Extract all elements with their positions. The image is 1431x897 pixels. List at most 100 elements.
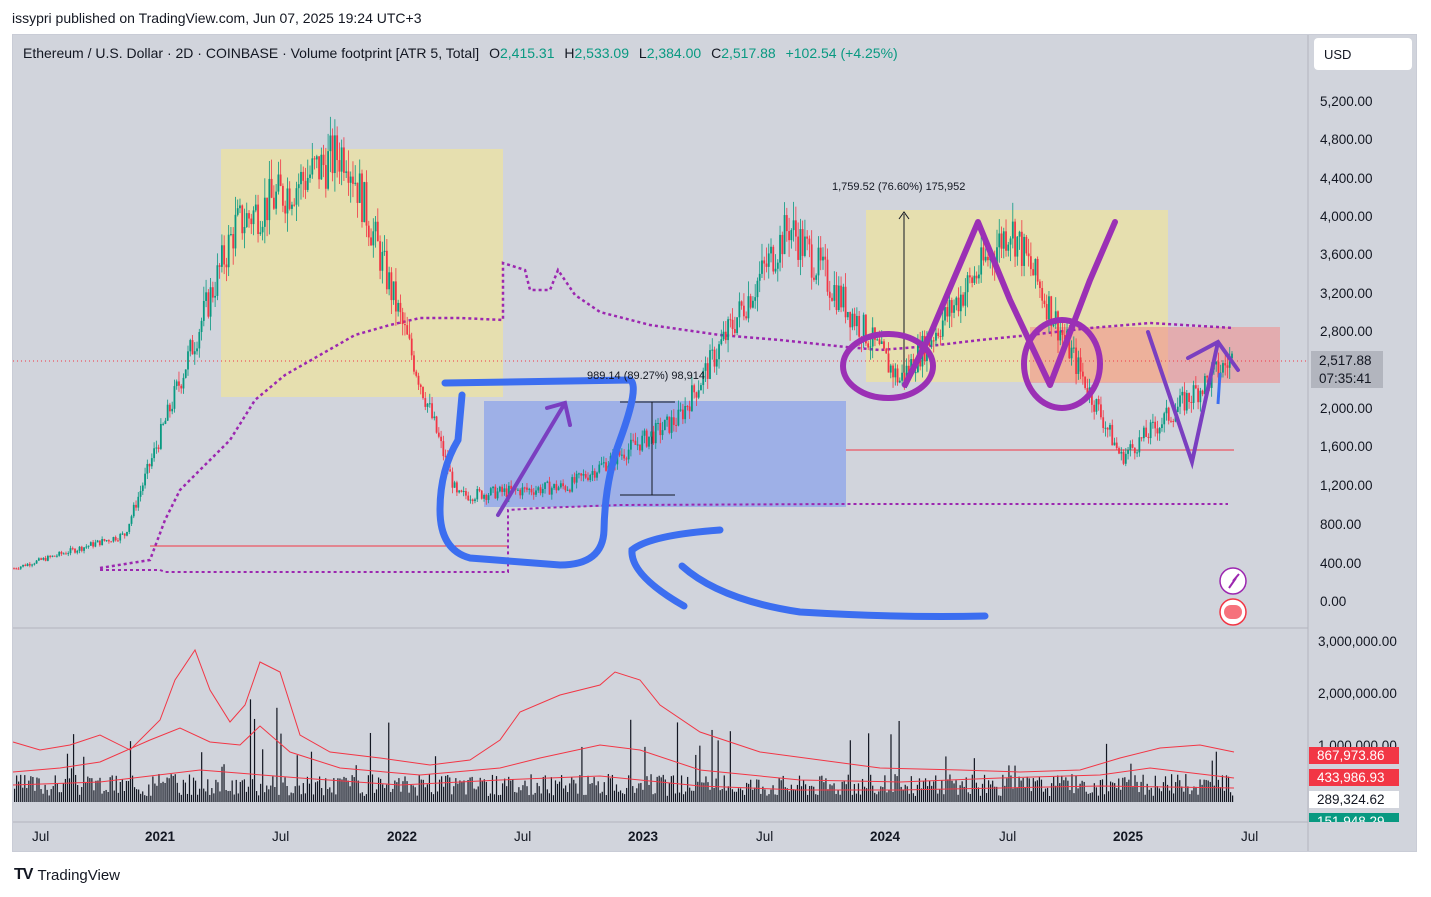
volume-bar <box>251 779 254 802</box>
volume-bar <box>125 780 128 802</box>
volume-bar <box>178 792 180 802</box>
candle-body <box>1070 347 1073 359</box>
volume-bar <box>136 789 138 802</box>
candle-body <box>1000 233 1003 249</box>
volume-bar <box>457 783 459 802</box>
volume-bar <box>632 786 634 802</box>
candle-body <box>571 477 574 492</box>
volume-bar <box>660 777 662 802</box>
candle-body <box>245 213 248 227</box>
volume-bar <box>733 791 736 802</box>
volume-bar <box>567 792 569 802</box>
candle-body <box>225 264 228 268</box>
volume-bar <box>597 781 599 802</box>
volume-bar <box>40 789 42 802</box>
volume-ma-upper <box>12 648 1235 773</box>
time-tick: 2025 <box>1113 829 1144 844</box>
volume-bar <box>583 794 585 802</box>
candle-body <box>1120 451 1123 454</box>
volume-bar <box>784 787 786 802</box>
candle-body <box>937 332 940 336</box>
volume-bar <box>587 775 589 802</box>
volume-bar <box>926 786 929 802</box>
candle-body <box>465 491 467 496</box>
candle-body <box>709 350 711 379</box>
close-value: 2,517.88 <box>721 45 776 61</box>
volume-bar <box>54 775 56 802</box>
volume-bar <box>253 718 256 802</box>
candle-body <box>887 353 890 373</box>
volume-bar <box>526 786 528 802</box>
volume-bar <box>451 794 453 802</box>
volume-bar <box>524 780 526 802</box>
volume-bar <box>164 782 166 802</box>
volume-bar <box>800 786 803 802</box>
volume-bar <box>402 781 404 802</box>
candle-body <box>657 422 659 424</box>
volume-bar <box>699 745 701 802</box>
price-tick: 4,800.00 <box>1320 132 1373 147</box>
volume-bar <box>961 781 963 802</box>
candle-body <box>1100 404 1102 418</box>
candle-body <box>1231 353 1233 359</box>
candle-body <box>813 277 815 280</box>
candle-body <box>406 325 409 335</box>
candle-body <box>1138 437 1141 453</box>
candle-body <box>580 473 583 476</box>
volume-bar <box>1032 778 1034 802</box>
currency-button[interactable]: USD <box>1314 38 1412 70</box>
volume-bar <box>1071 774 1073 802</box>
volume-bar <box>585 794 587 802</box>
candle-body <box>752 300 754 308</box>
symbol-title[interactable]: Ethereum / U.S. Dollar · 2D · COINBASE ·… <box>23 45 480 61</box>
volume-bar <box>685 791 687 802</box>
candle-body <box>31 564 33 566</box>
candle-body <box>471 499 474 502</box>
volume-bar <box>1181 786 1183 802</box>
candle-body <box>663 419 666 431</box>
volume-bar <box>1120 789 1122 802</box>
candle-body <box>539 487 542 494</box>
volume-bar <box>225 789 227 802</box>
volume-bar <box>750 779 752 802</box>
volume-bar <box>798 775 801 802</box>
candle-body <box>318 156 320 180</box>
volume-bar <box>1118 778 1120 802</box>
candle-body <box>24 564 27 567</box>
volume-bar <box>560 775 563 802</box>
volume-bar <box>1148 789 1150 802</box>
candle-body <box>193 351 196 355</box>
volume-bar <box>249 699 252 802</box>
volume-bar <box>1158 788 1160 802</box>
volume-bar <box>1010 775 1012 802</box>
volume-bar <box>345 777 347 802</box>
volume-bar <box>1217 779 1219 802</box>
volume-bar <box>199 788 201 802</box>
candle-body <box>948 300 951 317</box>
volume-bar <box>953 783 955 802</box>
volume-bar <box>319 776 321 802</box>
candle-body <box>645 430 648 447</box>
volume-bar <box>987 780 990 802</box>
candle-body <box>270 178 273 198</box>
candle-body <box>853 313 856 327</box>
footer-brand[interactable]: TradingView <box>37 866 120 884</box>
candle-body <box>196 348 198 352</box>
candle-body <box>266 197 268 221</box>
volume-bar <box>314 782 317 802</box>
volume-bar <box>569 783 571 802</box>
volume-bar <box>876 794 878 802</box>
candle-body <box>684 406 687 420</box>
volume-bar <box>20 774 22 802</box>
volume-bar <box>420 779 422 802</box>
candle-body <box>1002 231 1005 249</box>
volume-bar <box>845 784 847 802</box>
candle-body <box>150 458 153 467</box>
candle-body <box>697 390 700 398</box>
volume-bar <box>849 740 851 802</box>
candle-body <box>85 546 88 548</box>
candle-body <box>779 234 781 263</box>
candle-body <box>625 458 628 460</box>
volume-bar <box>176 782 178 802</box>
